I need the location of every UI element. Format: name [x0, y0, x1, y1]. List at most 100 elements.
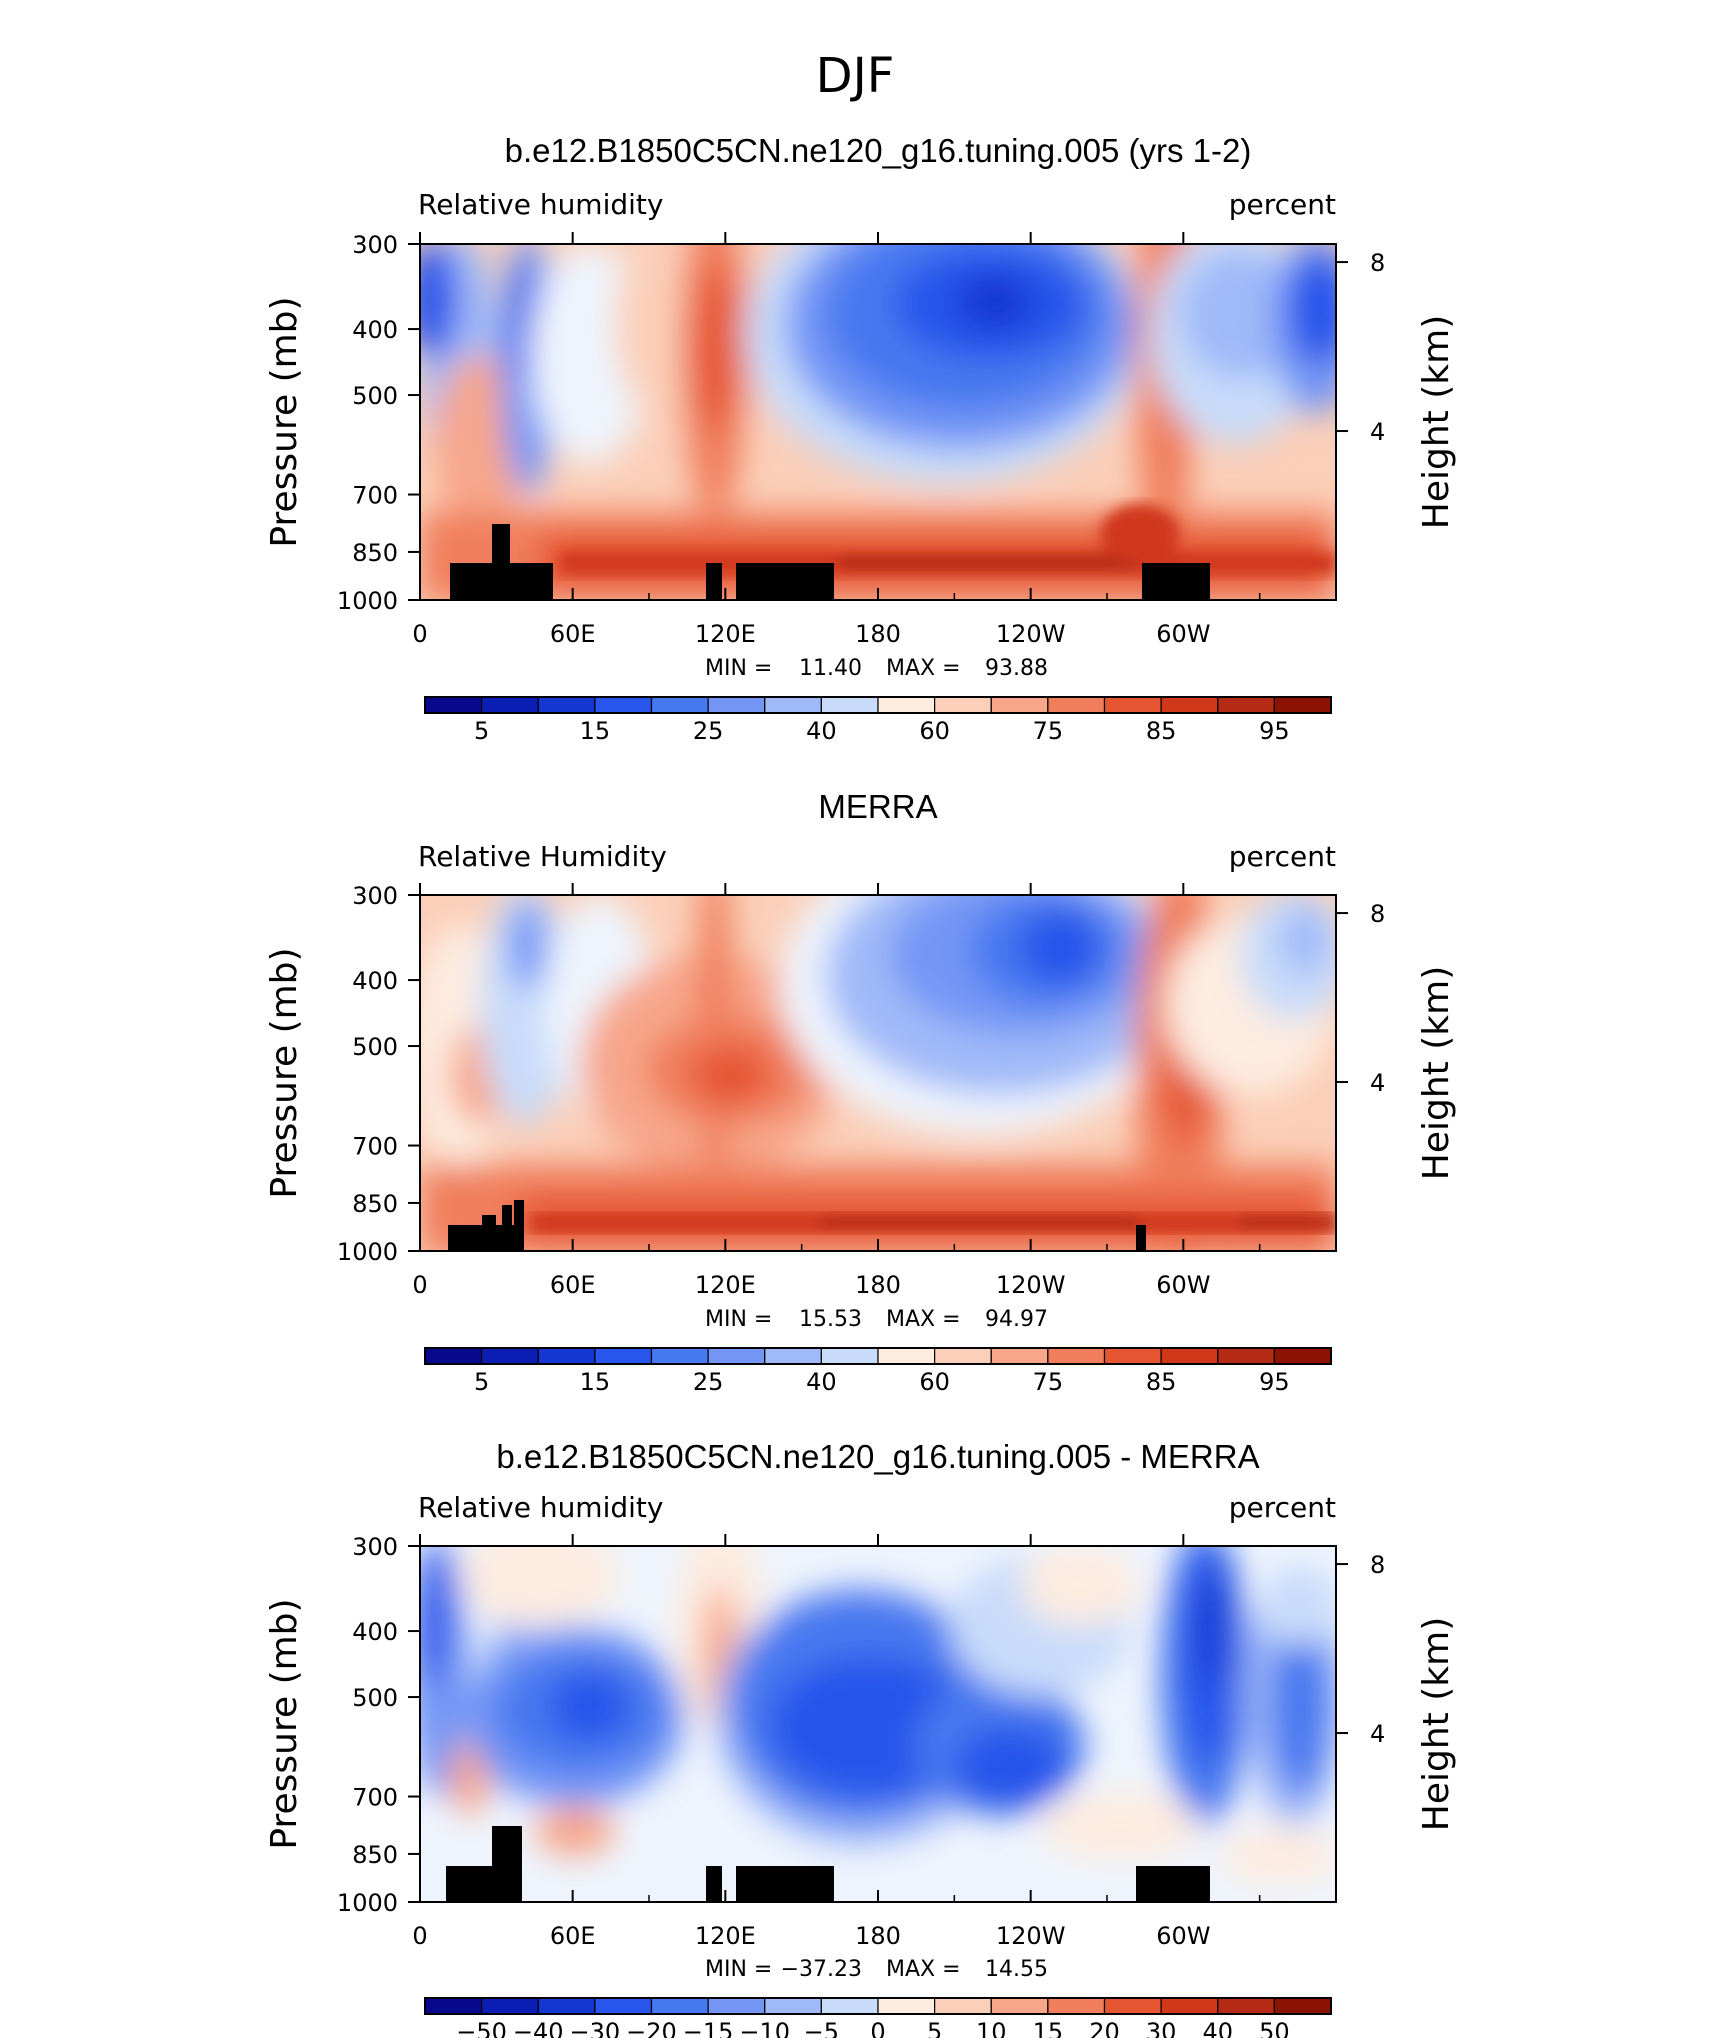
colorbar-label: 15	[580, 717, 611, 745]
x-tick-label: 60W	[1156, 1271, 1210, 1299]
panel-3-title: b.e12.B1850C5CN.ne120_g16.tuning.005 - M…	[496, 1438, 1259, 1475]
colorbar-label: 10	[976, 2018, 1007, 2038]
y-tick-label: 500	[352, 1033, 398, 1061]
colorbar-swatch	[934, 1347, 992, 1365]
colorbar-swatch	[650, 696, 709, 714]
y-tick-label: 850	[352, 539, 398, 567]
colorbar-swatch	[1103, 1347, 1162, 1365]
colorbar-swatch	[707, 1997, 766, 2015]
y-tick-label: 1000	[337, 1889, 398, 1917]
panel-2-title: MERRA	[818, 788, 937, 825]
panel-1: b.e12.B1850C5CN.ne120_g16.tuning.005 (yr…	[264, 132, 1457, 648]
min-value: 15.53	[799, 1307, 862, 1332]
colorbar-swatch	[1103, 1997, 1162, 2015]
colorbar-swatch	[537, 696, 596, 714]
colorbar-swatch	[1217, 696, 1275, 714]
colorbar-swatch	[424, 1997, 483, 2015]
colorbar-swatch	[424, 696, 483, 714]
x-tick-label: 120W	[996, 1271, 1066, 1299]
min-label: MIN =	[705, 1957, 772, 1982]
y-axis-title: Pressure (mb)	[264, 296, 305, 547]
colorbar-label: −20	[626, 2018, 677, 2038]
right-tick-label: 8	[1370, 900, 1385, 928]
panel-1-units-label: percent	[1229, 188, 1336, 221]
panel-3-variable-label: Relative humidity	[418, 1491, 663, 1524]
max-value: 14.55	[985, 1957, 1048, 1982]
right-tick-label: 4	[1370, 1069, 1385, 1097]
y-tick-label: 500	[352, 382, 398, 410]
y-tick-label: 300	[352, 1533, 398, 1561]
colorbar-label: 75	[1033, 1368, 1064, 1396]
x-tick-label: 120E	[695, 620, 756, 648]
colorbar-label: 15	[1033, 2018, 1064, 2038]
colorbar-swatch	[481, 1347, 539, 1365]
min-label: MIN =	[705, 656, 772, 681]
max-label: MAX =	[886, 1957, 961, 1982]
right-tick-label: 4	[1370, 418, 1385, 446]
colorbar-label: −5	[804, 2018, 839, 2038]
colorbar-label: −30	[570, 2018, 621, 2038]
y-tick-label: 400	[352, 967, 398, 995]
colorbar-label: 85	[1146, 1368, 1177, 1396]
colorbar-swatch	[1273, 1997, 1332, 2015]
x-tick-label: 60E	[550, 620, 596, 648]
panel-2-near-surface	[530, 1213, 1336, 1233]
colorbar-swatch	[481, 1997, 539, 2015]
max-label: MAX =	[886, 656, 961, 681]
colorbar-swatch	[1160, 1347, 1219, 1365]
colorbar-swatch	[537, 1347, 596, 1365]
right-axis-title: Height (km)	[1416, 966, 1457, 1180]
right-axis-title: Height (km)	[1416, 1617, 1457, 1831]
colorbar-swatch	[877, 1347, 936, 1365]
y-axis-title: Pressure (mb)	[264, 947, 305, 1198]
y-axis-title: Pressure (mb)	[264, 1598, 305, 1849]
x-tick-label: 60W	[1156, 620, 1210, 648]
colorbar-swatch	[934, 1997, 992, 2015]
colorbar-swatch	[1160, 696, 1219, 714]
y-tick-label: 500	[352, 1684, 398, 1712]
max-label: MAX =	[886, 1307, 961, 1332]
colorbar-swatch	[537, 1997, 596, 2015]
panel-3-units-label: percent	[1229, 1491, 1336, 1524]
right-axis-title: Height (km)	[1416, 315, 1457, 529]
x-tick-label: 0	[412, 1922, 427, 1950]
colorbar-swatch	[1273, 696, 1332, 714]
y-tick-label: 400	[352, 316, 398, 344]
colorbar-swatch	[990, 1997, 1049, 2015]
panel-1-contours	[420, 244, 1336, 600]
max-value: 94.97	[985, 1307, 1048, 1332]
min-label: MIN =	[705, 1307, 772, 1332]
colorbar-swatch	[990, 1347, 1049, 1365]
panel-2: MERRA Relative Humidity percent	[264, 788, 1457, 1299]
x-tick-label: 60E	[550, 1922, 596, 1950]
panel-2-units-label: percent	[1229, 840, 1336, 873]
x-tick-label: 120E	[695, 1922, 756, 1950]
colorbar-swatch	[424, 1347, 483, 1365]
colorbar-swatch	[481, 696, 539, 714]
colorbar-swatch	[990, 696, 1049, 714]
colorbar-label: 5	[474, 717, 489, 745]
colorbar-swatch	[1103, 696, 1162, 714]
x-tick-label: 180	[855, 1922, 901, 1950]
colorbar-swatch	[1047, 1997, 1106, 2015]
colorbar-label: −50	[456, 2018, 507, 2038]
panel-2-variable-label: Relative Humidity	[418, 840, 667, 873]
colorbar-label: 40	[806, 1368, 837, 1396]
colorbar-label: 5	[927, 2018, 942, 2038]
panel-1-topography	[450, 524, 1210, 600]
panel-1-variable-label: Relative humidity	[418, 188, 663, 221]
max-value: 93.88	[985, 656, 1048, 681]
colorbar-swatch	[594, 1347, 653, 1365]
y-tick-label: 700	[352, 1784, 398, 1812]
min-value: 11.40	[799, 656, 862, 681]
panel-3: b.e12.B1850C5CN.ne120_g16.tuning.005 - M…	[264, 1438, 1457, 1950]
y-tick-label: 400	[352, 1618, 398, 1646]
x-tick-label: 120E	[695, 1271, 756, 1299]
panel-2-plot-area	[420, 895, 1336, 1251]
colorbar-swatch	[707, 696, 766, 714]
colorbar-label: 95	[1259, 1368, 1290, 1396]
colorbar-swatch	[1273, 1347, 1332, 1365]
colorbar-label: 0	[870, 2018, 885, 2038]
colorbar-swatch	[594, 1997, 653, 2015]
y-tick-label: 850	[352, 1190, 398, 1218]
